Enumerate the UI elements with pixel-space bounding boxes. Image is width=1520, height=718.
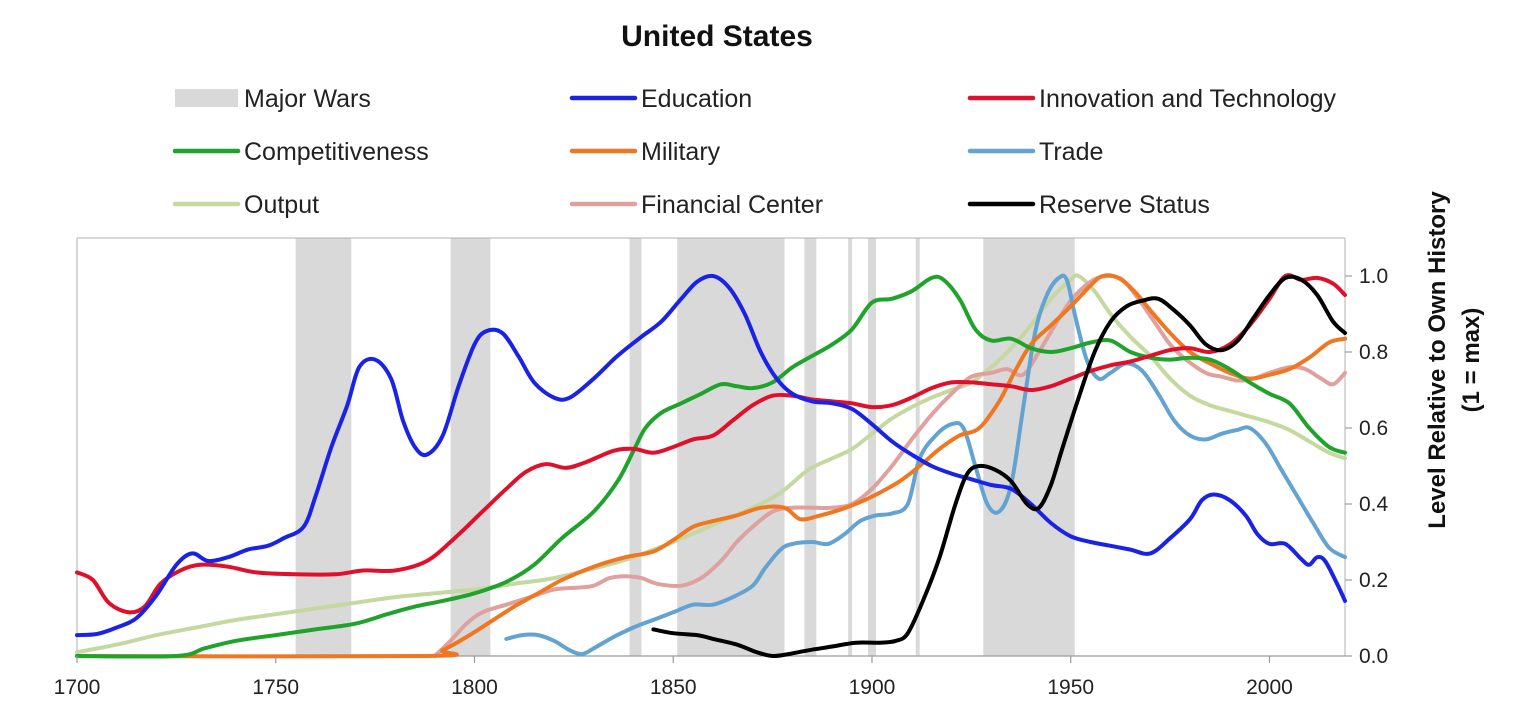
x-tick-label-1700: 1700: [54, 676, 101, 699]
legend-swatch-major-wars: [175, 89, 238, 107]
legend-label-trade: Trade: [1039, 138, 1103, 166]
legend-item-innovation-and-technology: Innovation and Technology: [967, 85, 1336, 113]
war-band-7: [915, 238, 920, 656]
legend-label-military: Military: [641, 138, 721, 166]
war-band-5: [848, 238, 853, 656]
war-band-8: [983, 238, 1075, 656]
series-lines: [75, 273, 1347, 659]
x-tick-label-1850: 1850: [650, 676, 697, 699]
series-line-output: [75, 273, 1347, 655]
x-tick-label-1950: 1950: [1047, 676, 1094, 699]
legend-label-financial-center: Financial Center: [641, 191, 823, 219]
series-line-military: [75, 273, 1347, 659]
x-tick-label-1800: 1800: [451, 676, 498, 699]
y-tick-label-1: 0.2: [1359, 569, 1388, 592]
series-line-financial-center: [432, 273, 1347, 658]
legend-label-competitiveness: Competitiveness: [244, 138, 429, 166]
war-band-0: [295, 238, 352, 656]
series-line-reserve-status: [651, 274, 1347, 659]
y-axis-label-line2: (1 = max): [1458, 308, 1485, 413]
y-tick-label-4: 0.8: [1359, 341, 1388, 364]
series-line-innovation-and-technology: [75, 273, 1347, 615]
legend-item-education: Education: [569, 85, 752, 113]
y-tick-label-2: 0.4: [1359, 493, 1389, 516]
chart-title: United States: [621, 20, 813, 53]
legend-label-major-wars: Major Wars: [244, 85, 371, 113]
legend-item-competitiveness: Competitiveness: [172, 138, 429, 166]
war-band-3: [677, 238, 785, 656]
y-axis-label: Level Relative to Own History (1 = max): [1424, 191, 1485, 529]
legend-item-financial-center: Financial Center: [569, 191, 823, 219]
y-tick-label-3: 0.6: [1359, 417, 1388, 440]
legend-item-military: Military: [569, 138, 721, 166]
y-tick-label-5: 1.0: [1359, 265, 1388, 288]
x-tick-label-2000: 2000: [1246, 676, 1293, 699]
series-line-education: [75, 273, 1347, 638]
y-axis: 0.0 0.2 0.4 0.6 0.8 1.0: [1345, 265, 1389, 668]
series-line-competitiveness: [75, 274, 1347, 659]
legend-item-major-wars: Major Wars: [175, 85, 371, 113]
legend-label-education: Education: [641, 85, 752, 113]
series-line-trade: [504, 273, 1347, 657]
legend: Major Wars Education Innovation and Techno…: [172, 85, 1336, 219]
legend-item-output: Output: [172, 191, 319, 219]
war-band-4: [804, 238, 817, 656]
legend-item-trade: Trade: [967, 138, 1103, 166]
y-tick-label-0: 0.0: [1359, 645, 1388, 668]
x-tick-label-1900: 1900: [849, 676, 896, 699]
legend-item-reserve-status: Reserve Status: [967, 191, 1210, 219]
legend-label-innovation-and-technology: Innovation and Technology: [1039, 85, 1336, 113]
x-tick-label-1750: 1750: [252, 676, 299, 699]
war-band-6: [868, 238, 876, 656]
legend-label-output: Output: [244, 191, 319, 219]
x-axis: 1700 1750 1800 1850 1900 1950 2000: [54, 656, 1293, 699]
legend-label-reserve-status: Reserve Status: [1039, 191, 1210, 219]
y-axis-label-line1: Level Relative to Own History: [1424, 191, 1451, 529]
